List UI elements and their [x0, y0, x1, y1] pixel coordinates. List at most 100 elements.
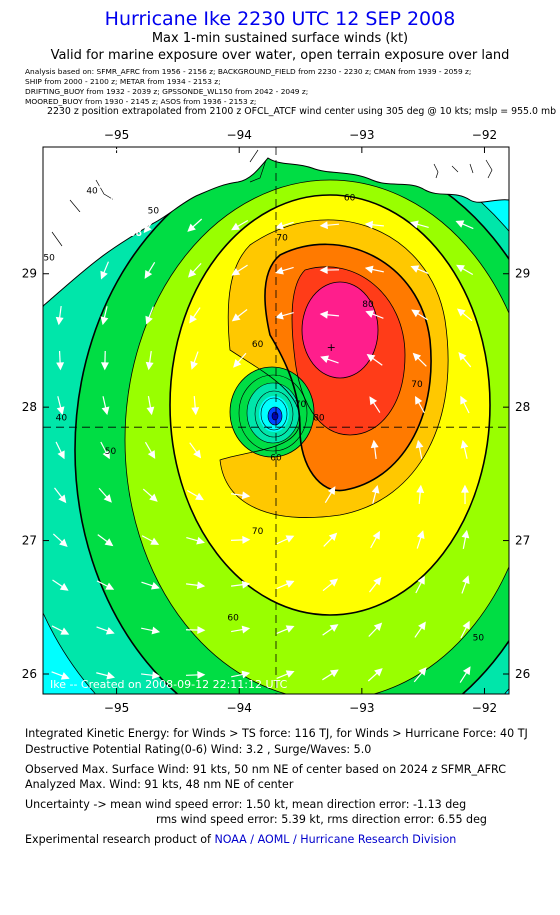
wind-arrow-head — [190, 360, 198, 370]
legend-header: QD 34K 50K 64K — [56, 162, 149, 175]
wind-arrow-head — [462, 620, 470, 630]
wind-arrow-head — [412, 352, 422, 362]
lon-tick-label: −95 — [104, 128, 129, 142]
wind-arrow-head — [100, 270, 108, 280]
wind-arrow-head — [242, 535, 251, 544]
lon-tick-label: −95 — [104, 701, 129, 715]
field-magenta-85kt — [302, 282, 378, 378]
wind-arrow-head — [415, 439, 424, 449]
wind-arrow-head — [193, 449, 202, 459]
wind-arrow-head — [319, 310, 329, 319]
subtitle-exposure: Valid for marine exposure over water, op… — [50, 48, 510, 63]
contour-label: 40 — [56, 414, 68, 424]
wind-arrow-head — [319, 221, 328, 230]
wind-arrow-head — [233, 359, 242, 368]
lat-tick-label: 27 — [22, 534, 37, 548]
lon-tick-label: −93 — [349, 128, 374, 142]
wind-arrow-head — [329, 578, 339, 587]
wind-arrow-head — [195, 492, 204, 501]
wind-arrow-head — [373, 576, 382, 586]
wind-arrow-head — [285, 625, 295, 633]
wind-arrow-head — [55, 271, 64, 280]
contour-label: 60 — [252, 340, 264, 350]
contour-label: 80 — [313, 414, 325, 424]
wind-arrow-head — [143, 224, 152, 234]
contour-label: 80 — [362, 300, 374, 310]
lat-tick-label: 28 — [515, 400, 530, 414]
analysis-line: SHIP from 2000 - 2100 z; METAR from 1934… — [25, 77, 221, 86]
map-axes: −95 −95 −94 −94 −93 −93 −92 −92 29 29 28 28 27 27 26 26 — [22, 128, 531, 715]
wind-arrow-head — [187, 223, 196, 232]
wind-arrow-head — [329, 669, 339, 678]
wind-arrow-head — [231, 267, 241, 276]
contour-label: 60 — [344, 193, 356, 203]
wind-field — [43, 147, 509, 694]
wind-arrow-head — [410, 220, 419, 229]
wind-arrow-head — [56, 362, 65, 371]
analyzed-max-line: Analyzed Max. Wind: 91 kts, 48 nm NE of … — [25, 778, 294, 791]
lon-tick-label: −93 — [349, 701, 374, 715]
wind-arrow-head — [231, 222, 240, 231]
analysis-line: DRIFTING_BUOY from 1932 - 2039 z; GPSSON… — [25, 87, 309, 96]
wind-arrow-head — [320, 355, 330, 363]
wind-arrow-head — [241, 625, 251, 634]
lon-tick-label: −94 — [227, 128, 252, 142]
legend-row: NW 140 111 88 — [56, 226, 142, 239]
wind-arrow-head — [105, 582, 115, 590]
wind-arrow-head — [151, 671, 161, 680]
rms-line: rms wind speed error: 5.39 kt, rms direc… — [156, 813, 487, 826]
wind-arrow-head — [231, 313, 241, 322]
wind-arrow-head — [418, 621, 426, 631]
uncertainty-line: Uncertainty -> mean wind speed error: 1.… — [25, 798, 467, 811]
wind-arrow-head — [142, 179, 152, 188]
wind-arrow-head — [371, 484, 380, 494]
wind-arrow-head — [151, 626, 161, 635]
wind-arrow-head — [364, 220, 374, 229]
wind-arrow-head — [58, 494, 67, 504]
contour-label: 70 — [252, 527, 264, 537]
wind-arrow-head — [147, 450, 156, 459]
wind-arrow-head — [462, 575, 470, 585]
product-prefix: Experimental research product of — [25, 833, 211, 846]
lat-tick-label: 26 — [22, 667, 37, 681]
wind-arrow-head — [196, 581, 206, 590]
wind-arrow-head — [418, 667, 427, 676]
wind-arrow-head — [99, 179, 107, 189]
wind-arrow-head — [57, 450, 65, 460]
dpr-line: Destructive Potential Rating(0-6) Wind: … — [25, 743, 372, 756]
wind-arrow-head — [364, 265, 374, 274]
wind-arrow-head — [285, 670, 295, 678]
contour-label: 50 — [43, 253, 55, 263]
wind-arrow-head — [460, 395, 468, 405]
wind-arrow-head — [411, 309, 421, 318]
wind-arrow-head — [186, 178, 196, 187]
wind-arrow-head — [60, 672, 70, 680]
lon-tick-label: −94 — [227, 701, 252, 715]
contour-label: 60 — [227, 614, 239, 624]
legend-row: SW 182 124 60 — [56, 210, 142, 223]
wind-arrow-head — [105, 627, 115, 635]
wind-arrow-head — [275, 221, 284, 230]
wind-radii-legend: WIND RADII (NM) QD 34K 50K 64K NE 198 15… — [52, 147, 151, 239]
wind-arrow-head — [150, 537, 160, 545]
wind-arrow-head — [370, 439, 379, 449]
wind-arrow-head — [103, 494, 112, 503]
wind-arrow-head — [374, 668, 383, 677]
wind-arrow-head — [275, 266, 284, 275]
wind-arrow-head — [145, 315, 153, 325]
wind-arrow-head — [106, 671, 116, 680]
wind-arrow-head — [59, 538, 68, 547]
analysis-line: MOORED_BUOY from 1930 - 2145 z; ASOS fro… — [25, 97, 257, 106]
wind-arrow-head — [329, 624, 339, 632]
wind-arrow-head — [59, 583, 69, 591]
center-crosshair — [43, 147, 509, 694]
lat-tick-label: 28 — [22, 400, 37, 414]
contour-label: 70 — [295, 400, 307, 410]
noaa-aoml-link[interactable]: NOAA / AOML / Hurricane Research Divisio… — [214, 833, 457, 846]
wind-arrow-head — [462, 666, 471, 676]
coastline-land — [43, 147, 509, 307]
wind-arrow-head — [460, 439, 469, 449]
wind-arrow-head — [146, 406, 155, 416]
ike-line: Integrated Kinetic Energy: for Winds > T… — [25, 727, 528, 740]
contour-label: 60 — [270, 454, 282, 464]
